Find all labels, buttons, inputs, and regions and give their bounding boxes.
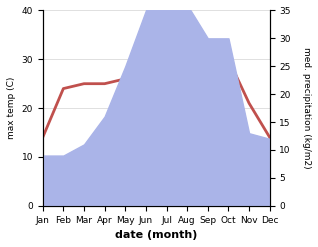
Y-axis label: med. precipitation (kg/m2): med. precipitation (kg/m2) [302,47,311,169]
Y-axis label: max temp (C): max temp (C) [7,77,16,139]
X-axis label: date (month): date (month) [115,230,197,240]
